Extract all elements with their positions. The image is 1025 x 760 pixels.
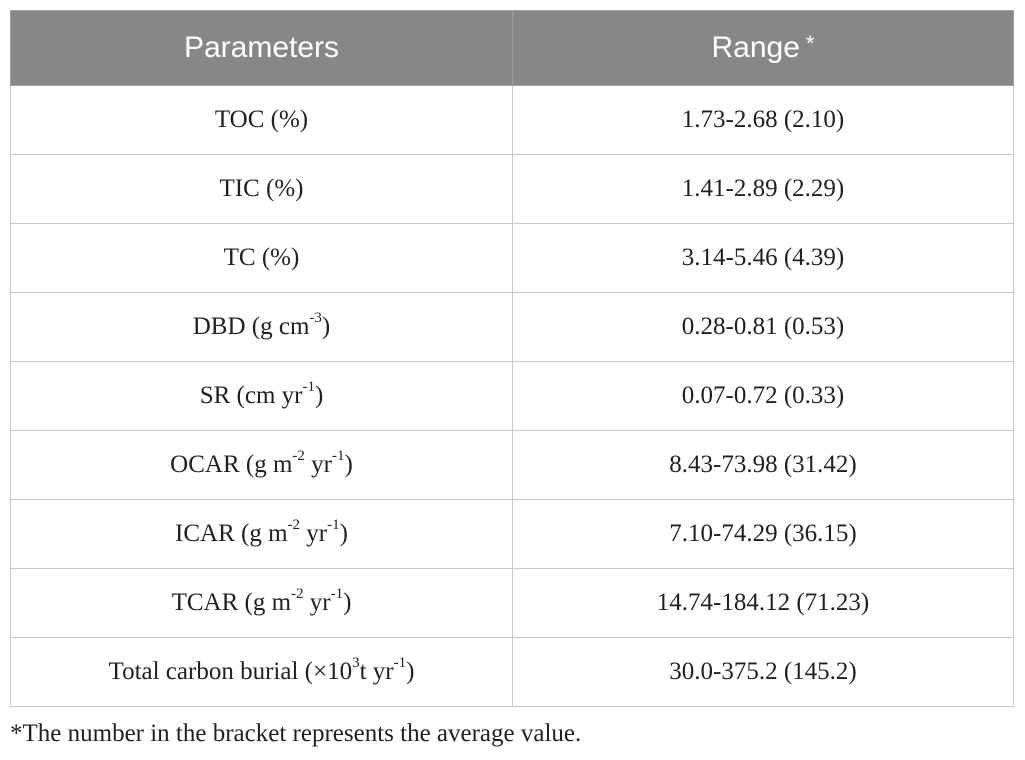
param-text: ) <box>406 658 415 685</box>
table-row: DBD (g cm-3) 0.28-0.81 (0.53) <box>10 292 1014 362</box>
param-cell: TOC (%) <box>10 85 513 155</box>
table-header: Parameters Range * <box>10 10 1014 86</box>
param-cell: OCAR (g m-2 yr-1) <box>10 430 513 500</box>
param-superscript: -2 <box>291 585 304 602</box>
range-cell: 0.07-0.72 (0.33) <box>512 361 1014 431</box>
param-cell: SR (cm yr-1) <box>10 361 513 431</box>
table-row: TIC (%) 1.41-2.89 (2.29) <box>10 154 1014 224</box>
param-text: Total carbon burial (×10 <box>108 658 353 685</box>
param-text: ICAR (g m <box>175 520 288 547</box>
range-cell: 1.73-2.68 (2.10) <box>512 85 1014 155</box>
param-text: ) <box>321 313 331 340</box>
header-range-footnote-marker: * <box>805 31 815 56</box>
param-text: yr <box>304 451 332 478</box>
table-body: TOC (%) 1.73-2.68 (2.10) TIC (%) 1.41-2.… <box>10 85 1014 707</box>
param-cell: DBD (g cm-3) <box>10 292 513 362</box>
range-cell: 1.41-2.89 (2.29) <box>512 154 1014 224</box>
header-parameters-label: Parameters <box>183 31 340 64</box>
param-superscript: -1 <box>327 516 340 533</box>
param-superscript: -1 <box>393 654 407 671</box>
parameters-table: Parameters Range * TOC (%) 1.73-2.68 (2.1… <box>10 10 1014 707</box>
param-text: ) <box>339 520 348 547</box>
param-cell: TCAR (g m-2 yr-1) <box>10 568 513 638</box>
range-cell: 8.43-73.98 (31.42) <box>512 430 1014 500</box>
table-row: ICAR (g m-2 yr-1) 7.10-74.29 (36.15) <box>10 499 1014 569</box>
param-text: yr <box>300 520 328 547</box>
table-footnote: *The number in the bracket represents th… <box>10 720 582 747</box>
header-row: Parameters Range * <box>10 10 1014 86</box>
param-cell: TC (%) <box>10 223 513 293</box>
range-cell: 7.10-74.29 (36.15) <box>512 499 1014 569</box>
param-text: ) <box>343 589 352 616</box>
param-superscript: -2 <box>292 447 305 464</box>
param-text: t yr <box>359 658 394 685</box>
param-cell: TIC (%) <box>10 154 513 224</box>
param-text: ) <box>344 451 353 478</box>
table-row: SR (cm yr-1) 0.07-0.72 (0.33) <box>10 361 1014 431</box>
param-superscript: 3 <box>352 654 360 671</box>
range-cell: 3.14-5.46 (4.39) <box>512 223 1014 293</box>
table-row: TC (%) 3.14-5.46 (4.39) <box>10 223 1014 293</box>
param-cell: ICAR (g m-2 yr-1) <box>10 499 513 569</box>
param-cell: Total carbon burial (×103t yr-1) <box>10 637 513 707</box>
header-range: Range * <box>512 10 1014 86</box>
param-superscript: -1 <box>331 447 345 464</box>
param-text: TOC (%) <box>214 106 309 133</box>
table-row: OCAR (g m-2 yr-1) 8.43-73.98 (31.42) <box>10 430 1014 500</box>
table-row: TCAR (g m-2 yr-1) 14.74-184.12 (71.23) <box>10 568 1014 638</box>
param-superscript: -2 <box>287 516 301 533</box>
table-row: TOC (%) 1.73-2.68 (2.10) <box>10 85 1014 155</box>
table-row: Total carbon burial (×103t yr-1) 30.0-37… <box>10 637 1014 707</box>
header-parameters: Parameters <box>10 10 513 86</box>
param-text: SR (cm yr <box>199 382 303 409</box>
param-text: OCAR (g m <box>170 451 293 478</box>
param-text: TC (%) <box>223 244 300 271</box>
param-superscript: -3 <box>309 309 322 326</box>
param-text: DBD (g cm <box>192 313 310 340</box>
header-range-label: Range <box>711 31 800 64</box>
param-superscript: -1 <box>330 585 344 602</box>
param-text: ) <box>314 382 324 409</box>
param-superscript: -1 <box>302 378 315 395</box>
param-text: yr <box>303 589 331 616</box>
range-cell: 30.0-375.2 (145.2) <box>512 637 1014 707</box>
param-text: TIC (%) <box>219 175 304 202</box>
param-text: TCAR (g m <box>171 589 292 616</box>
range-cell: 0.28-0.81 (0.53) <box>512 292 1014 362</box>
parameters-table-container: Parameters Range * TOC (%) 1.73-2.68 (2.1… <box>10 10 1014 707</box>
range-cell: 14.74-184.12 (71.23) <box>512 568 1014 638</box>
